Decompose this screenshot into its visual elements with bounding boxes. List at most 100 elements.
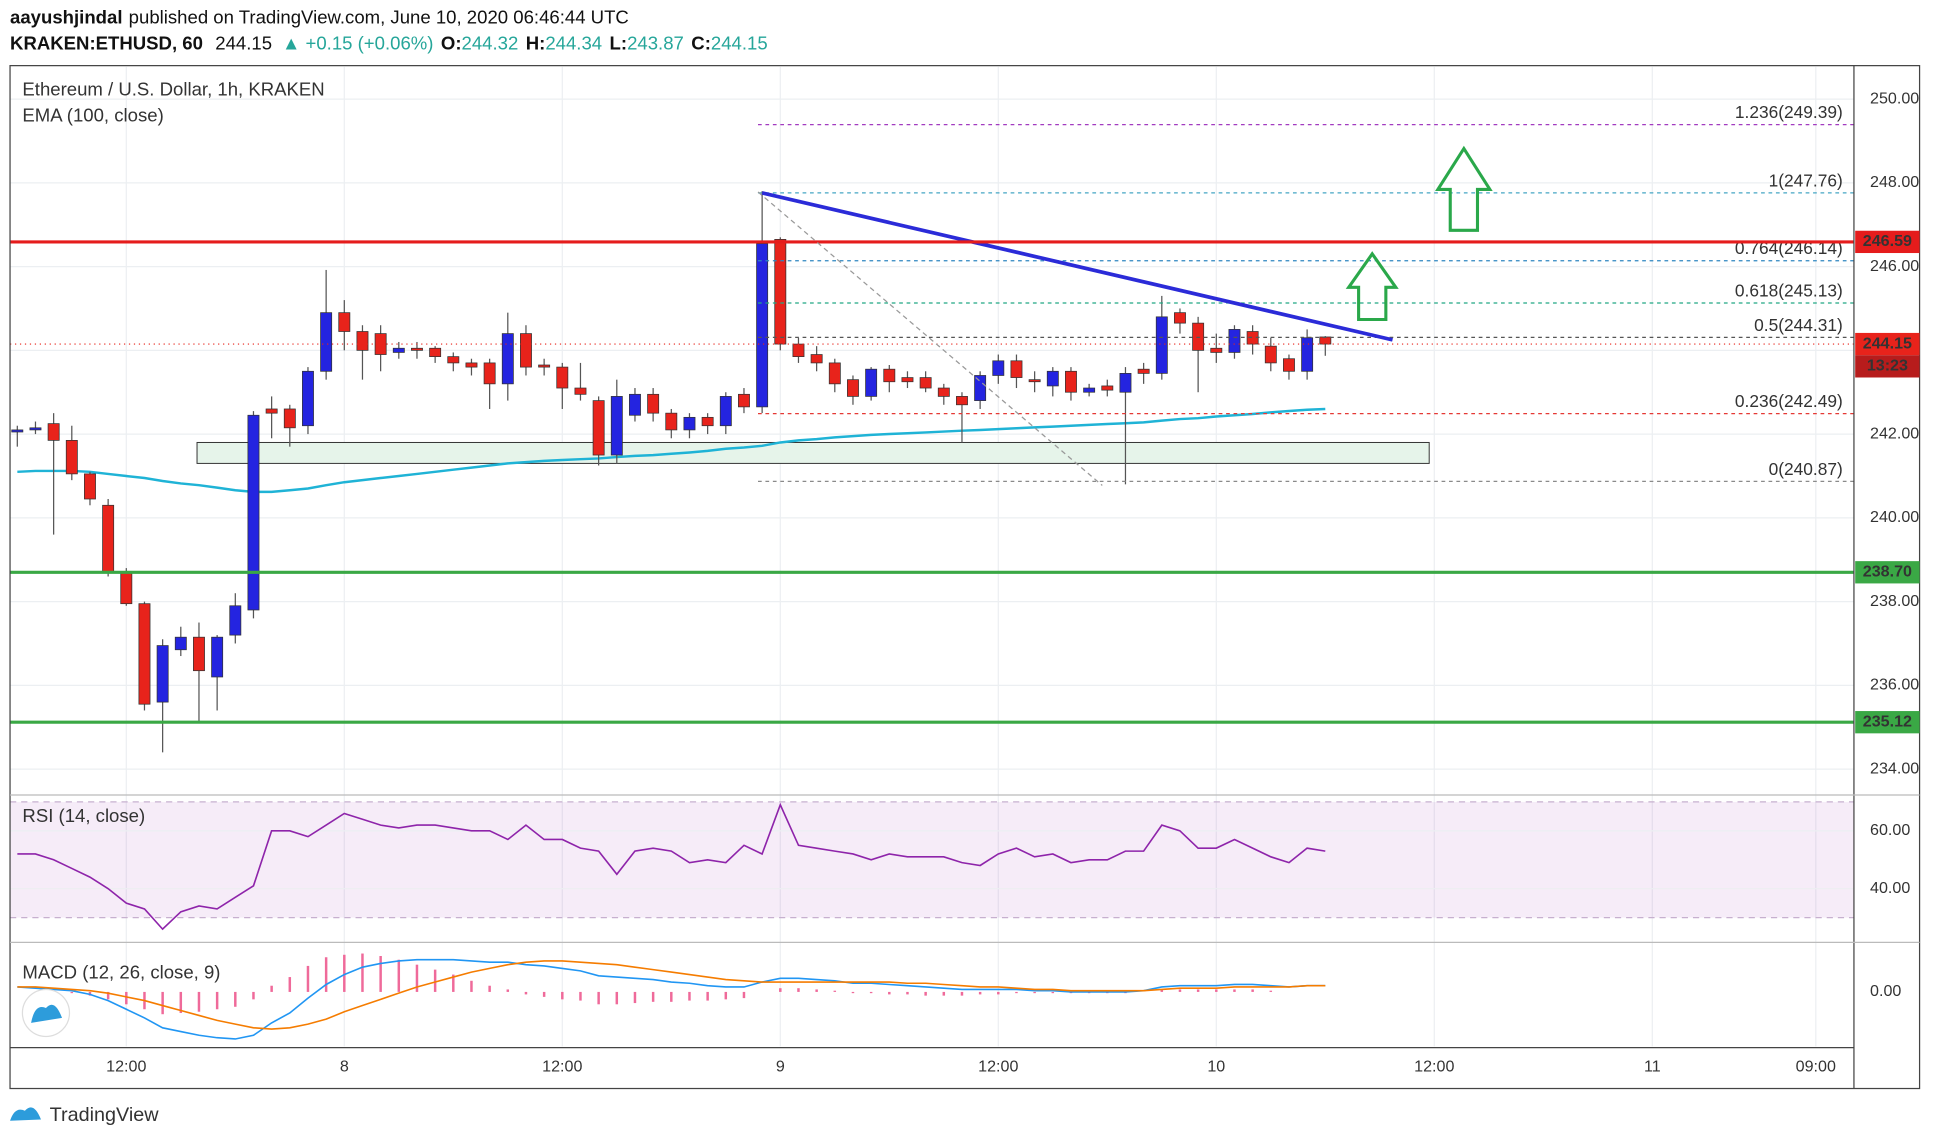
candle-body — [574, 387, 587, 395]
x-tick-label: 8 — [340, 1058, 349, 1076]
candle-body — [756, 243, 769, 408]
level-box — [1855, 561, 1920, 584]
candle-body — [374, 333, 387, 355]
symbol: KRAKEN:ETHUSD, 60 — [10, 32, 203, 53]
macd-histogram-bar — [1251, 989, 1254, 992]
macd-histogram-bar — [397, 959, 401, 992]
y-tick-label: 236.00 — [1870, 676, 1919, 694]
candle-body — [1283, 358, 1295, 372]
candle-body — [447, 356, 460, 364]
level-label: 238.70 — [1863, 563, 1912, 581]
ohlc-value: 244.32 — [462, 32, 519, 53]
arrow-up — [1345, 251, 1399, 322]
ohlc-label: C: — [691, 32, 711, 53]
candle-body — [865, 368, 878, 397]
macd-histogram-bar — [869, 991, 873, 994]
candle-body — [1264, 345, 1277, 364]
candle-body — [193, 636, 205, 672]
macd-histogram-bar — [433, 969, 437, 992]
candle-body — [247, 414, 260, 611]
macd-histogram-bar — [215, 991, 219, 1010]
macd-histogram-bar — [125, 991, 128, 1005]
candle-body — [520, 333, 532, 368]
candle-body — [84, 473, 96, 500]
candle-body — [47, 423, 60, 441]
fib-label: 0.618(245.13) — [1735, 280, 1843, 300]
macd-histogram-bar — [179, 991, 183, 1013]
macd-histogram-bar — [960, 991, 964, 996]
macd-legend: MACD (12, 26, close, 9) — [22, 961, 220, 982]
x-tick-label: 09:00 — [1796, 1058, 1836, 1076]
x-tick-label: 11 — [1644, 1058, 1661, 1076]
candle-body — [1192, 322, 1205, 351]
level-box — [1855, 230, 1920, 254]
candle-body — [1301, 337, 1314, 372]
macd-histogram-bar — [888, 991, 891, 995]
rsi-tick-label: 40.00 — [1870, 879, 1910, 897]
candle-body — [610, 396, 623, 456]
fib-label: 0(240.87) — [1769, 459, 1843, 479]
y-tick-label: 238.00 — [1870, 592, 1919, 610]
candle-body — [411, 347, 423, 351]
ohlc-label: O: — [441, 32, 462, 53]
candle-body — [629, 393, 641, 416]
macd-tick-label: 0.00 — [1870, 982, 1901, 1000]
macd-histogram-bar — [797, 988, 800, 992]
candle-body — [102, 504, 115, 573]
candle-body — [156, 645, 169, 703]
ohlc-value: 244.15 — [711, 32, 768, 53]
candle-body — [901, 377, 914, 383]
macd-histogram-bar — [1233, 989, 1236, 992]
macd-histogram-bar — [470, 980, 473, 992]
published: published on TradingView.com, June 10, 2… — [129, 6, 629, 27]
macd-histogram-bar — [924, 991, 927, 996]
candle-body — [883, 368, 896, 383]
macd-histogram-bar — [688, 991, 691, 1001]
candle-body — [956, 396, 968, 406]
level-label: 246.59 — [1863, 232, 1912, 250]
rsi-band — [10, 801, 1854, 918]
footer-logo — [10, 1107, 41, 1121]
candle-body — [919, 377, 932, 389]
macd-histogram-bar — [561, 991, 564, 1000]
x-tick-label: 12:00 — [1414, 1058, 1454, 1076]
macd-histogram-bar — [978, 991, 982, 995]
macd-histogram-bar — [706, 991, 709, 1001]
candle-body — [665, 412, 678, 431]
candle-body — [1319, 336, 1332, 345]
candle-body — [538, 364, 551, 368]
candle-body — [1137, 368, 1150, 374]
rsi-legend: RSI (14, close) — [22, 805, 145, 826]
macd-histogram-bar — [542, 991, 546, 997]
candle-body — [1065, 370, 1077, 393]
macd-histogram-bar — [815, 989, 818, 992]
macd-histogram-bar — [324, 957, 328, 992]
macd-histogram-bar — [343, 954, 346, 992]
macd-histogram-bar — [1269, 990, 1273, 992]
macd-histogram-bar — [488, 985, 491, 992]
candle-body — [810, 354, 823, 364]
candle-body — [647, 393, 660, 414]
candle-body — [592, 400, 605, 456]
x-tick-label: 12:00 — [542, 1058, 582, 1076]
candle-body — [1101, 385, 1114, 391]
macd-histogram-bar — [106, 991, 110, 1000]
marks: 1.236(249.39)1(247.76)0.764(246.14)0.618… — [10, 102, 1854, 1040]
candle-body — [356, 331, 369, 351]
fib-label: 0.236(242.49) — [1735, 391, 1843, 411]
candle-body — [701, 416, 714, 427]
candle-body — [1083, 387, 1096, 393]
fib-label: 1.236(249.39) — [1735, 102, 1843, 122]
candle-body — [937, 387, 950, 397]
macd-histogram-bar — [1178, 989, 1182, 992]
grid — [10, 66, 1854, 1047]
macd-histogram-bar — [415, 964, 419, 992]
candle-body — [556, 366, 569, 389]
candle-body — [683, 416, 696, 431]
candle-body — [283, 408, 296, 429]
candle-body — [1174, 312, 1186, 324]
candle-body — [320, 312, 333, 372]
countdown-box — [1855, 355, 1920, 378]
macd-histogram-bar — [234, 991, 237, 1007]
